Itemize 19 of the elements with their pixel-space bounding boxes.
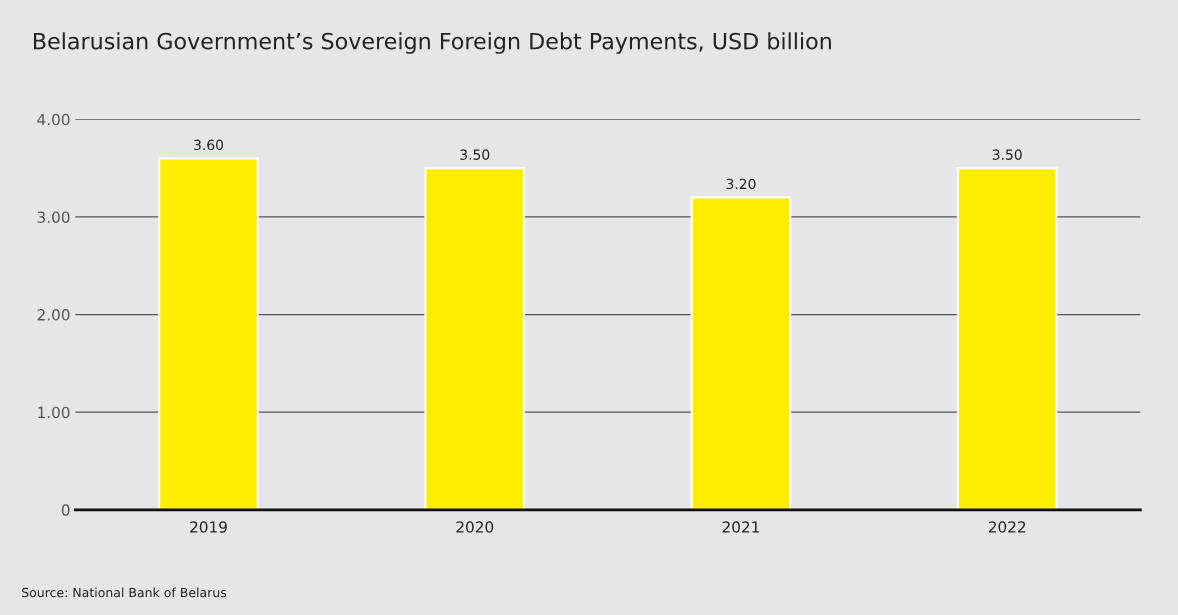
data-label: 3.50 <box>460 149 490 160</box>
data-label: 3.60 <box>194 139 224 151</box>
bar <box>424 167 526 510</box>
bar <box>158 157 259 510</box>
bar <box>690 196 792 510</box>
x-tick-label: 2020 <box>456 521 494 533</box>
y-tick-label: 1.00 <box>38 406 70 419</box>
x-tick-label: 2022 <box>988 521 1026 533</box>
y-tick-label: 2.00 <box>37 309 70 321</box>
bar <box>956 167 1058 510</box>
data-label: 3.20 <box>726 178 756 190</box>
y-tick-label: 4.00 <box>37 113 70 126</box>
y-tick-label: 0 <box>61 504 70 516</box>
y-tick-label: 3.00 <box>37 211 70 223</box>
x-tick-label: 2019 <box>190 521 227 533</box>
source-note: Source: National Bank of Belarus <box>22 587 227 598</box>
chart-title: Belarusian Government’s Sovereign Foreign Debt Payments, USD billion <box>33 32 831 54</box>
data-label: 3.50 <box>992 149 1022 160</box>
x-tick-label: 2021 <box>722 521 759 533</box>
